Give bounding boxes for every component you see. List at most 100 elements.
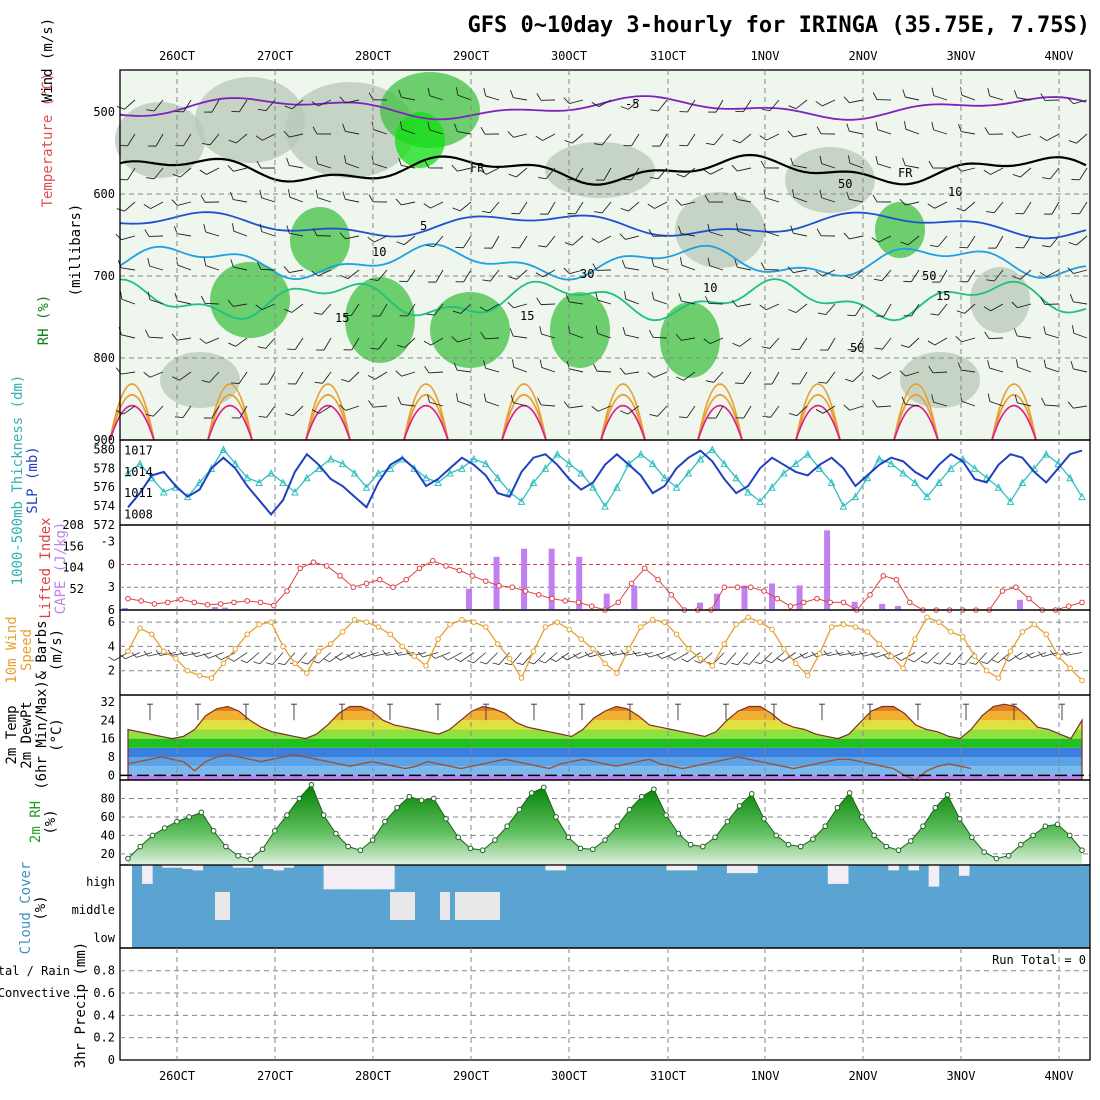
- barb-shaft: [822, 99, 836, 107]
- wind-barb: [427, 121, 444, 135]
- wind-barb: [454, 123, 472, 135]
- wind-barb: [286, 225, 304, 237]
- wind-barb: [874, 337, 892, 350]
- wind-barb: [955, 165, 976, 172]
- lifted-index-line-point: [747, 584, 754, 591]
- barb-feather: [846, 123, 850, 132]
- barb-feather: [424, 160, 430, 169]
- barb-shaft: [265, 99, 276, 112]
- wind-barb-surface: [167, 649, 188, 656]
- barb-shaft: [401, 164, 416, 169]
- barb-shaft: [603, 167, 612, 181]
- barb-shaft: [908, 337, 920, 348]
- barb-feather: [930, 313, 939, 316]
- wind-barb: [315, 337, 332, 351]
- lifted-index-line-point: [178, 596, 184, 603]
- thickness-line-point: [672, 483, 681, 491]
- wind-barb: [899, 370, 920, 377]
- barb-feather: [987, 87, 991, 97]
- barb-feather: [286, 157, 290, 166]
- barb-feather: [395, 370, 402, 377]
- lifted-index-line-point: [880, 573, 887, 579]
- wind-barb: [899, 198, 920, 206]
- barb-feather: [203, 257, 207, 266]
- cape-bar: [521, 548, 528, 610]
- barb-feather: [957, 662, 965, 666]
- barb-shaft: [262, 133, 276, 141]
- temp-tick: 16: [101, 732, 115, 746]
- warm-temp-arch: [305, 383, 351, 441]
- barb-feather: [172, 376, 180, 381]
- wind-barb-surface: [754, 652, 773, 665]
- temp-band: [128, 738, 1082, 748]
- warm-temp-arch: [600, 404, 646, 441]
- wind-barb: [259, 189, 276, 203]
- barb-feather: [787, 130, 794, 138]
- rh-line-point: [638, 793, 645, 800]
- thickness-line-point: [947, 464, 955, 472]
- wind-barb: [563, 97, 584, 104]
- barb-feather: [707, 417, 716, 419]
- wind-barb: [927, 337, 948, 346]
- barb-shaft: [318, 652, 331, 664]
- barb-shaft: [793, 133, 808, 138]
- wind-barb: [818, 371, 836, 384]
- barb-shaft: [686, 405, 696, 418]
- barb-shaft: [289, 232, 304, 237]
- thickness-line-point: [493, 473, 502, 482]
- barb-shaft: [659, 133, 668, 147]
- barb-feather: [899, 370, 906, 377]
- wind-speed-line-point: [244, 631, 251, 638]
- barb-shaft: [933, 129, 948, 135]
- millibars-label: (millibars): [68, 204, 84, 297]
- wind-speed-line-point: [793, 660, 799, 667]
- barb-feather: [1068, 241, 1077, 246]
- barb-shaft: [771, 652, 785, 664]
- rh-line-point: [284, 812, 290, 818]
- wind-barb-surface: [278, 652, 296, 666]
- wind-barb: [199, 167, 220, 175]
- barb-feather: [508, 173, 517, 178]
- barb-shaft: [513, 402, 528, 407]
- barb-feather: [651, 257, 655, 267]
- wind-speed-line-point: [1055, 653, 1061, 659]
- wind-barb: [872, 194, 892, 203]
- wind-barb: [535, 269, 556, 278]
- barb-shaft: [995, 235, 1004, 249]
- cloud-high-gap: [142, 865, 153, 884]
- warm-temp-arch: [501, 383, 547, 441]
- barb-feather: [945, 662, 953, 666]
- wind-barb: [311, 269, 332, 277]
- barb-feather: [681, 658, 688, 663]
- thickness-line-point: [923, 492, 931, 501]
- wind-barb: [424, 366, 444, 374]
- barb-shaft: [1023, 201, 1032, 215]
- barb-feather: [511, 247, 520, 249]
- barb-feather: [1015, 247, 1024, 249]
- barb-shaft: [681, 264, 696, 271]
- wind-speed-line-point: [459, 616, 465, 623]
- wind-barb: [790, 157, 808, 169]
- barb-shaft: [401, 201, 416, 206]
- barb-shaft: [136, 652, 152, 658]
- wind-barb: [285, 405, 304, 417]
- thickness-line-point: [458, 464, 466, 472]
- wind-barb: [704, 194, 724, 203]
- barb-shaft: [990, 303, 1004, 312]
- barb-feather: [456, 87, 459, 96]
- barb-shaft: [513, 133, 528, 138]
- barb-feather: [760, 262, 766, 270]
- wind-barb: [736, 223, 752, 237]
- barb-feather: [983, 306, 992, 312]
- barb-shaft: [127, 133, 136, 147]
- barb-shaft: [484, 337, 500, 340]
- barb-shaft: [233, 167, 248, 172]
- wind-barb-surface: [191, 651, 212, 658]
- barb-feather: [482, 210, 491, 214]
- wind-barb: [1071, 201, 1088, 215]
- barb-feather: [907, 658, 915, 663]
- rh-line-point: [492, 837, 498, 843]
- wind-barb: [703, 337, 724, 345]
